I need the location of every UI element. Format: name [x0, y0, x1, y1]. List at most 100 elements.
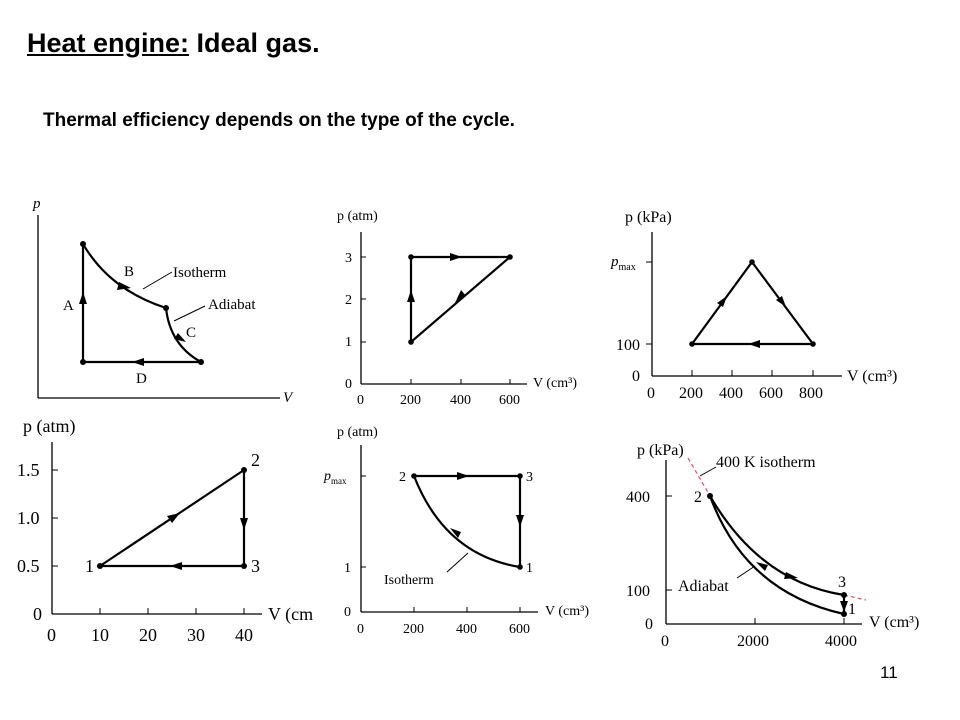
d6-arrow-adiabat	[756, 562, 768, 571]
slide-subtitle: Thermal efficiency depends on the type o…	[43, 110, 515, 131]
d1-isotherm-label: Isotherm	[173, 265, 227, 281]
d5-point	[411, 473, 417, 479]
d4-point-2-label: 2	[251, 450, 260, 470]
d2-xtick-600: 600	[499, 393, 520, 408]
d3-pmax-sub: max	[619, 262, 636, 273]
d3-ytick-0: 0	[632, 368, 640, 385]
d2-ytick-1: 1	[345, 335, 352, 350]
diagram-4: p (atm) V (cm 0 0.5 1.0 1.5 0 10 20 30 4…	[17, 416, 313, 645]
d6-point	[841, 611, 847, 617]
d5-pmax-label: pmax	[323, 469, 347, 486]
d6-point-3-label: 3	[838, 574, 846, 591]
slide-title: Heat engine: Ideal gas.	[27, 28, 320, 59]
d5-x-label: V (cm³)	[545, 604, 589, 619]
d5-y-label: p (atm)	[337, 425, 378, 440]
diagram-5: p (atm) V (cm³) pmax 1 0 0 200 400 600 2…	[323, 425, 589, 637]
d4-point	[241, 563, 247, 569]
d1-arrow-b	[117, 282, 131, 290]
d4-xtick-10: 10	[91, 625, 109, 645]
d2-arrow-up	[407, 290, 415, 302]
d4-y-label: p (atm)	[23, 416, 75, 437]
d2-point	[507, 254, 513, 260]
d6-ytick-0: 0	[645, 616, 653, 633]
page-number: 11	[880, 663, 898, 682]
d1-adiabat-label: Adiabat	[208, 297, 256, 313]
d6-adiabat-curve	[708, 495, 845, 616]
d4-point-1-label: 1	[85, 556, 94, 576]
d3-point	[749, 259, 755, 265]
d4-xtick-20: 20	[139, 625, 157, 645]
d1-point	[80, 241, 86, 247]
d5-xtick-600: 600	[509, 622, 530, 637]
d1-point	[163, 305, 169, 311]
d5-point-1-label: 1	[526, 561, 533, 576]
d3-pmax-p: p	[610, 254, 619, 270]
d2-xtick-200: 200	[400, 393, 421, 408]
d1-arrow-c	[174, 333, 186, 342]
d5-isotherm-curve	[412, 475, 521, 569]
d3-xtick-0: 0	[647, 385, 655, 402]
d4-arrow-left	[170, 562, 182, 570]
d3-pmax-label: pmax	[610, 254, 636, 273]
d4-x-label: V (cm	[268, 604, 313, 625]
d3-xtick-800: 800	[799, 385, 823, 402]
d1-point	[198, 359, 204, 365]
d6-isotherm-label: 400 K isotherm	[716, 454, 816, 471]
d2-y-label: p (atm)	[337, 209, 378, 224]
d6-xtick-0: 0	[661, 633, 669, 650]
d6-arrow-isotherm	[784, 572, 798, 579]
d1-label-d: D	[136, 371, 147, 387]
d4-ytick-0.5: 0.5	[17, 556, 40, 576]
d4-point	[241, 467, 247, 473]
d6-isotherm-dash-top	[687, 457, 711, 497]
d4-xtick-40: 40	[235, 625, 253, 645]
d3-x-label: V (cm³)	[847, 368, 897, 385]
d1-point	[80, 359, 86, 365]
d6-x-label: V (cm³)	[869, 614, 919, 631]
d1-x-label: V	[283, 390, 294, 406]
d5-arrow-down	[516, 515, 524, 527]
d1-isotherm-curve	[82, 243, 167, 310]
d2-xtick-400: 400	[450, 393, 471, 408]
d6-point	[707, 493, 713, 499]
d1-legs-ad	[81, 244, 201, 364]
d5-pmax-p: p	[323, 469, 331, 484]
d6-ytick-400: 400	[626, 489, 650, 506]
d6-isotherm-leader	[699, 466, 717, 477]
title-rest: Ideal gas.	[189, 28, 320, 58]
d6-xtick-4000: 4000	[825, 633, 857, 650]
d3-cycle-path	[689, 260, 816, 346]
d5-xtick-400: 400	[456, 622, 477, 637]
d5-point	[517, 564, 523, 570]
d6-point-1-label: 1	[848, 601, 856, 618]
d2-ytick-3: 3	[345, 251, 352, 266]
title-underlined: Heat engine:	[27, 28, 190, 58]
d1-label-b: B	[124, 264, 134, 280]
d2-arrow-diag	[455, 290, 466, 303]
d2-xtick-0: 0	[357, 393, 364, 408]
d4-arrow-down	[240, 518, 248, 530]
d2-ytick-0: 0	[345, 377, 352, 392]
d5-point	[517, 473, 523, 479]
d5-isotherm-label: Isotherm	[384, 573, 434, 588]
d4-ytick-0: 0	[33, 604, 42, 624]
d3-arrow-left	[748, 340, 760, 348]
d5-arrow-curve	[450, 528, 461, 538]
diagram-6: p (kPa) V (cm³) 400 100 0 0 2000 4000 2 …	[626, 442, 919, 650]
d1-arrow-d	[132, 358, 144, 366]
diagram-1: p V A B C D Isotherm Adiabat	[32, 196, 294, 406]
d2-ytick-2: 2	[345, 293, 352, 308]
d1-label-c: C	[186, 325, 196, 341]
d5-pmax-sub: max	[331, 476, 347, 486]
d1-adiabat-leader	[173, 305, 206, 322]
d5-isotherm-leader	[446, 552, 469, 573]
d1-y-label: p	[32, 196, 41, 212]
d4-ytick-1.5: 1.5	[17, 460, 40, 480]
d4-point-3-label: 3	[251, 556, 260, 576]
d5-ytick-1: 1	[344, 561, 351, 576]
d3-y-label: p (kPa)	[625, 209, 672, 226]
d6-adiabat-leader	[736, 565, 756, 579]
d3-xtick-400: 400	[719, 385, 743, 402]
d6-arrow-down	[840, 601, 848, 612]
